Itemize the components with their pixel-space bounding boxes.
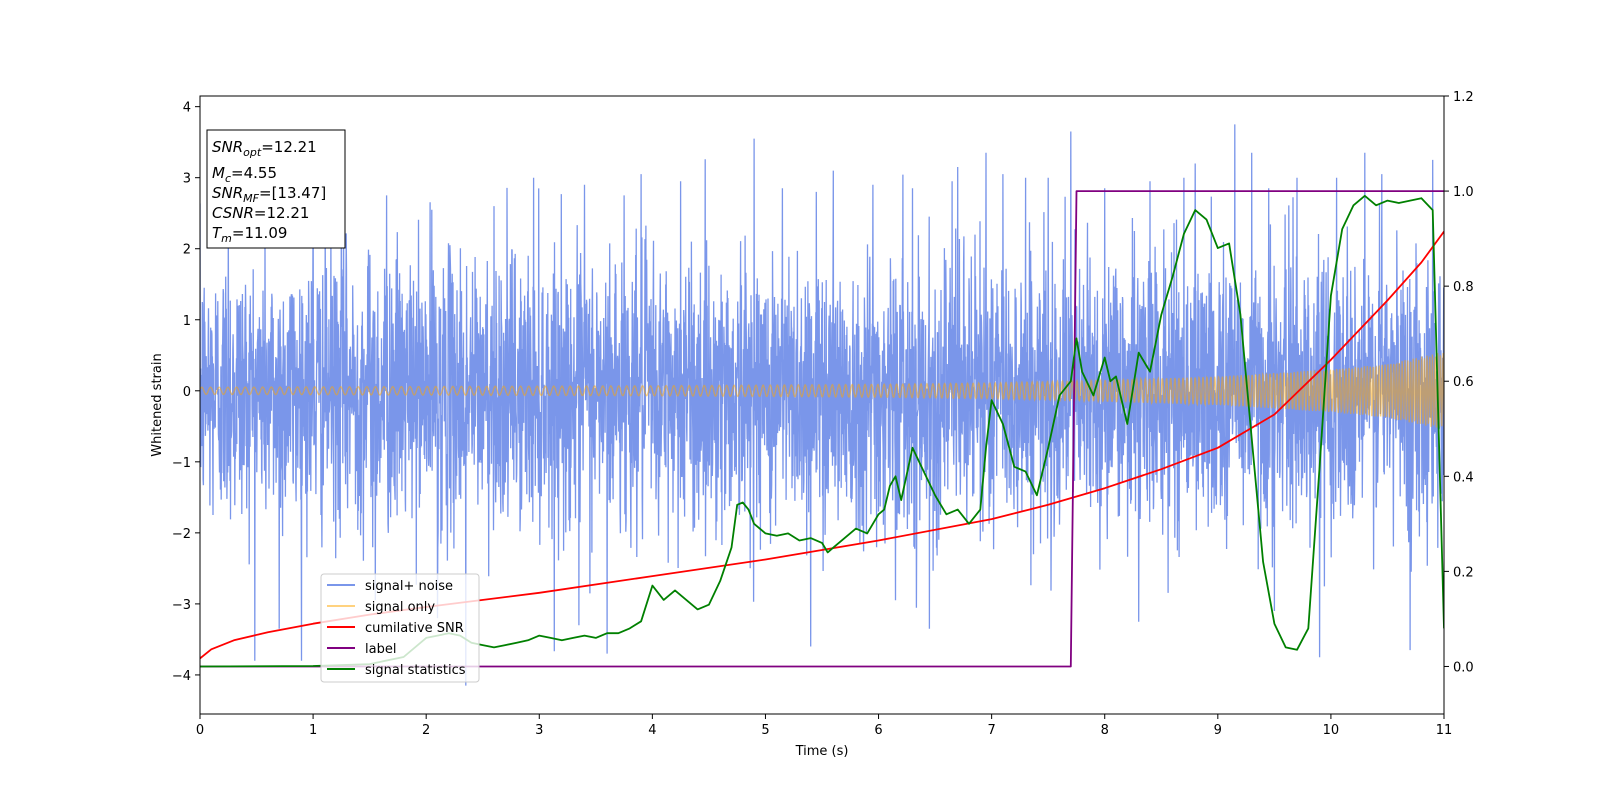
x-tick-label: 7 (987, 723, 995, 738)
y2-tick-label: 0.0 (1453, 660, 1474, 675)
series-signal-only (200, 352, 1444, 429)
y-tick-label: 0 (183, 385, 191, 400)
y-axis-left: −4 −3 −2 −1 0 1 2 3 4 (172, 101, 200, 684)
x-tick-label: 5 (761, 723, 769, 738)
x-tick-label: 0 (196, 723, 204, 738)
x-axis-label: Time (s) (795, 744, 849, 759)
y-axis-label: Whitened strain (150, 353, 165, 456)
legend: signal+ noise signal only cumilative SNR la… (320, 573, 480, 683)
legend-label: signal+ noise (365, 579, 453, 594)
info-box-line: SNRMF=[13.47] (212, 184, 326, 205)
y2-tick-label: 1.2 (1453, 90, 1474, 105)
series-layer (200, 124, 1444, 686)
y2-tick-label: 1.0 (1453, 185, 1474, 200)
legend-entry: signal+ noise (327, 579, 453, 594)
x-tick-label: 8 (1101, 723, 1109, 738)
info-box: SNRopt=12.21 Mc=4.55SNRMF=[13.47]CSNR=12.… (206, 129, 346, 249)
info-box-line: SNRopt=12.21 (212, 138, 317, 159)
x-axis: 0 1 2 3 4 5 6 7 8 9 10 11 (196, 714, 1452, 738)
legend-entry: signal statistics (327, 663, 466, 678)
y2-tick-label: 0.2 (1453, 565, 1474, 580)
x-tick-label: 1 (309, 723, 317, 738)
y-tick-label: −1 (172, 456, 191, 471)
legend-label: label (365, 642, 396, 657)
x-tick-label: 10 (1323, 723, 1340, 738)
series-label (200, 190, 1444, 668)
info-box-line: Tm=11.09 (212, 224, 287, 245)
plot-frame (199, 95, 1445, 715)
series-signal-statistics (200, 194, 1444, 668)
legend-entry: label (327, 642, 396, 657)
y2-tick-label: 0.4 (1453, 470, 1474, 485)
x-tick-label: 9 (1214, 723, 1222, 738)
legend-entry: cumilative SNR (327, 621, 464, 636)
y-axis-right: 0.0 0.2 0.4 0.6 0.8 1.0 1.2 (1444, 90, 1474, 675)
legend-frame (320, 573, 480, 683)
legend-label: cumilative SNR (365, 621, 464, 636)
y2-tick-label: 0.8 (1453, 280, 1474, 295)
series-cumilative-snr (200, 230, 1444, 660)
info-box-frame (206, 129, 346, 249)
x-tick-label: 4 (648, 723, 656, 738)
x-tick-label: 2 (422, 723, 430, 738)
info-box-line: CSNR=12.21 (212, 204, 309, 222)
y-tick-label: −2 (172, 527, 191, 542)
y-tick-label: 2 (183, 243, 191, 258)
legend-label: signal statistics (365, 663, 466, 678)
y-tick-label: −4 (172, 669, 191, 684)
legend-label: signal only (365, 600, 435, 615)
x-tick-label: 6 (874, 723, 882, 738)
x-tick-label: 11 (1436, 723, 1453, 738)
y-tick-label: 4 (183, 101, 191, 116)
y2-tick-label: 0.6 (1453, 375, 1474, 390)
info-box-line: Mc=4.55 (212, 164, 277, 185)
y-tick-label: 3 (183, 172, 191, 187)
x-tick-label: 3 (535, 723, 543, 738)
legend-entry: signal only (327, 600, 435, 615)
y-tick-label: 1 (183, 314, 191, 329)
y-tick-label: −3 (172, 598, 191, 613)
